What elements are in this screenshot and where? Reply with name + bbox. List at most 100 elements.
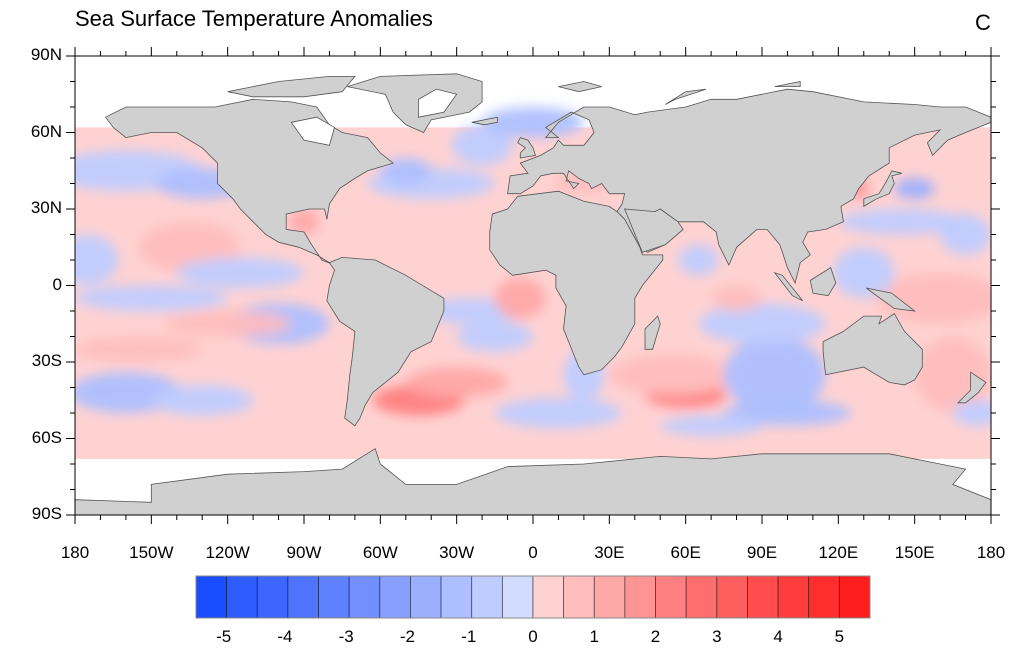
greenland-ice-interior [418,88,458,118]
colorbar-box [287,575,319,619]
colorbar-box [195,575,228,619]
colorbar-tick-label: -5 [216,627,232,646]
anomaly-blob [405,367,508,398]
lon-label: 0 [528,543,538,562]
colorbar-frame [195,575,871,619]
colorbar-box [777,575,810,619]
anomaly-blob [940,214,991,255]
colorbar-box [747,575,779,619]
anomaly-blob [723,336,826,413]
land-new-zealand [956,371,987,404]
anomaly-blob [894,178,936,199]
anomaly-blobs [75,107,991,436]
land-australia [822,313,923,386]
anomaly-blob [482,107,584,138]
colorbar-box [226,575,258,619]
land-madagascar [644,315,661,350]
colorbar-box [838,575,871,619]
anomaly-blob [456,321,533,352]
anomaly-blob [451,124,513,166]
colorbar [195,575,871,619]
lat-label: 60N [30,121,62,141]
colorbar-tick-label: 4 [773,627,783,646]
land-svalbard [558,81,602,93]
anomaly-blob [75,234,119,286]
colorbar-box [256,575,289,619]
map-axes [66,47,1000,524]
colorbar-tick-label: 0 [528,627,538,646]
lat-label: 90S [31,504,62,523]
ocean-anomaly-field [75,107,991,459]
colorbar-tick-label: 5 [834,627,845,646]
lat-label: 60S [31,427,62,447]
lat-label: 90N [30,45,62,64]
lon-label: 180 [60,543,90,562]
land-new-guinea [866,287,917,312]
lon-label: 60W [362,543,398,562]
colorbar-tick-label: -4 [277,627,293,646]
anomaly-blob [75,336,203,362]
land-antarctica [75,448,991,515]
land-iceland [471,116,498,126]
colorbar-box [593,575,626,619]
lon-label: 150E [894,543,935,562]
colorbar-tick-label: -2 [399,627,416,646]
colorbar-tick-label: 2 [650,627,661,646]
land-africa [489,190,664,376]
lon-label: 90E [746,543,778,562]
anomaly-blob [711,285,762,311]
lon-label: 180 [976,543,1006,562]
anomaly-blob [952,400,991,426]
anomaly-blob [151,384,254,416]
anomaly-blob [288,209,320,235]
colorbar-box [563,575,595,619]
hudson-bay [290,116,336,146]
lon-label: 90W [286,543,322,562]
anomaly-blob [609,354,737,396]
anomaly-blob [660,415,762,436]
lon-label: 30E [594,543,625,562]
colorbar-tick-label: -1 [461,627,477,646]
anomaly-blob [176,257,304,289]
colorbar-tick-label: 3 [712,627,722,646]
colorbar-box [685,575,718,619]
units-label: C [975,10,991,35]
land-greenland [347,73,483,134]
colorbar-box [348,575,381,619]
lon-label: 60E [670,543,701,562]
land-masses [75,73,991,515]
colorbar-tick-label: 1 [589,627,599,646]
anomaly-blob [698,303,826,345]
lon-label: 30W [439,543,475,562]
land-sumatra [773,272,804,302]
land-severnaya-zemlya [774,81,801,87]
land-eurasia [507,88,991,285]
lat-label: 30N [30,198,62,217]
land-uk [517,137,537,159]
lon-label: 150W [129,543,174,562]
anomaly-blob [838,209,966,235]
colorbar-box [716,575,748,619]
land-south-america [326,256,445,427]
lon-label: 120W [205,543,250,562]
colorbar-box [624,575,656,619]
colorbar-box [318,575,350,619]
land-canadian-arctic [227,76,356,98]
anomaly-blob [876,272,991,324]
land-japan [863,170,902,208]
colorbar-box [440,575,473,619]
colorbar-box [655,575,687,619]
lat-label: 30S [31,351,62,370]
anomaly-blob [678,244,719,276]
anomaly-blob [380,158,432,184]
lon-label: 120E [818,543,859,562]
colorbar-box [410,575,442,619]
lat-label: 0 [52,274,62,294]
land-indonesia-borneo [809,266,837,297]
colorbar-box [471,575,503,619]
anomaly-blob [494,277,546,319]
colorbar-box [501,575,534,619]
anomaly-blob [164,311,292,337]
land-arabia [623,208,684,253]
